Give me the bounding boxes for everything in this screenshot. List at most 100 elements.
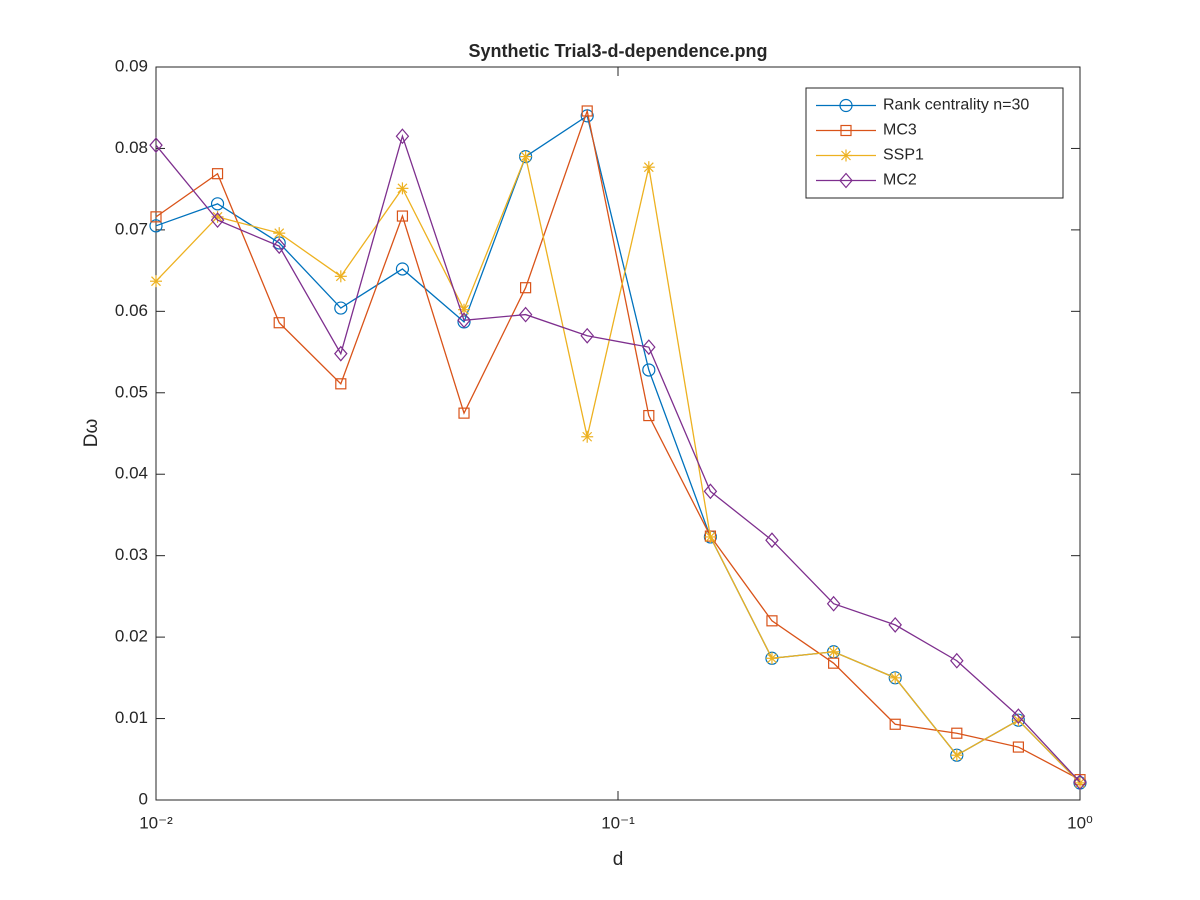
marker-part	[828, 646, 839, 657]
marker-part	[149, 219, 163, 233]
marker-part	[395, 262, 410, 276]
marker-part	[841, 150, 851, 161]
marker	[704, 530, 717, 543]
marker-part	[211, 168, 224, 180]
marker	[1074, 776, 1086, 789]
y-tick-label: 0.08	[115, 138, 148, 157]
marker-part	[518, 306, 533, 323]
marker-part	[520, 151, 531, 162]
y-tick-label: 0.09	[115, 56, 148, 75]
marker-part	[765, 532, 779, 549]
marker-part	[1011, 708, 1026, 725]
y-tick-label: 0.07	[115, 219, 148, 238]
marker-part	[151, 276, 161, 287]
marker	[273, 227, 286, 240]
marker-part	[1013, 715, 1024, 726]
marker-part	[703, 483, 718, 500]
marker	[703, 483, 718, 500]
series-line	[155, 108, 1081, 781]
marker-part	[950, 652, 964, 669]
chart-title: Synthetic Trial3-d-dependence.png	[468, 41, 767, 61]
marker-part	[889, 718, 901, 730]
marker-part	[457, 312, 471, 329]
marker-part	[1012, 741, 1024, 753]
marker	[643, 409, 655, 422]
marker	[642, 363, 656, 377]
x-tick-label: 10⁰	[1067, 813, 1093, 832]
marker-part	[210, 197, 225, 211]
marker-part	[580, 327, 594, 344]
marker	[1011, 708, 1026, 725]
series-line	[155, 134, 1081, 783]
x-tick-label: 10⁻¹	[601, 813, 635, 832]
marker-part	[458, 407, 470, 419]
y-tick-label: 0.03	[115, 545, 148, 564]
marker	[766, 615, 778, 627]
marker	[889, 671, 902, 684]
marker-part	[839, 172, 853, 189]
legend-label: MC2	[883, 172, 917, 189]
marker-part	[334, 345, 348, 362]
marker	[642, 161, 655, 174]
marker	[889, 718, 901, 730]
x-axis-label: d	[613, 849, 624, 870]
marker	[840, 124, 852, 137]
legend-box	[805, 87, 1064, 199]
marker	[272, 238, 287, 255]
marker	[642, 339, 656, 356]
marker-part	[212, 211, 223, 222]
marker-part	[890, 672, 901, 683]
marker	[149, 219, 163, 233]
marker	[150, 275, 162, 288]
marker	[334, 301, 348, 315]
legend-label: SSP1	[883, 147, 924, 164]
marker-part	[642, 363, 656, 377]
legend-label: MC3	[883, 122, 917, 139]
marker-part	[766, 615, 778, 627]
marker	[210, 212, 225, 229]
marker	[334, 345, 348, 362]
marker-part	[1073, 774, 1087, 791]
marker-part	[520, 282, 532, 294]
marker	[765, 532, 779, 549]
x-tick-label: 10⁻²	[139, 813, 173, 832]
marker	[396, 210, 409, 222]
marker	[581, 105, 593, 117]
marker	[334, 270, 347, 283]
y-tick-label: 0	[139, 789, 148, 808]
y-tick-label: 0.05	[115, 382, 148, 401]
marker	[1012, 741, 1024, 753]
marker-part	[642, 339, 656, 356]
marker-part	[397, 183, 408, 194]
y-tick-label: 0.06	[115, 301, 148, 320]
marker-part	[396, 210, 409, 222]
marker	[581, 430, 594, 443]
marker-part	[826, 595, 841, 612]
marker-part	[395, 128, 410, 145]
marker	[520, 282, 532, 294]
marker-part	[840, 124, 852, 137]
marker-part	[828, 657, 840, 669]
legend-label: Rank centrality n=30	[883, 97, 1029, 114]
marker-part	[643, 162, 654, 173]
marker-part	[272, 238, 287, 255]
marker	[518, 306, 533, 323]
marker	[395, 128, 410, 145]
marker	[211, 168, 224, 180]
series-line	[155, 154, 1081, 784]
y-tick-label: 0.04	[115, 464, 148, 483]
marker-part	[334, 301, 348, 315]
marker	[395, 262, 410, 276]
marker	[827, 645, 840, 658]
y-tick-label: 0.01	[115, 708, 148, 727]
marker	[888, 616, 902, 633]
marker-part	[888, 616, 902, 633]
marker-part	[335, 378, 347, 390]
marker	[150, 211, 162, 223]
marker	[765, 652, 778, 665]
marker	[149, 137, 163, 154]
y-tick-label: 0.02	[115, 627, 148, 646]
marker-part	[335, 271, 346, 282]
